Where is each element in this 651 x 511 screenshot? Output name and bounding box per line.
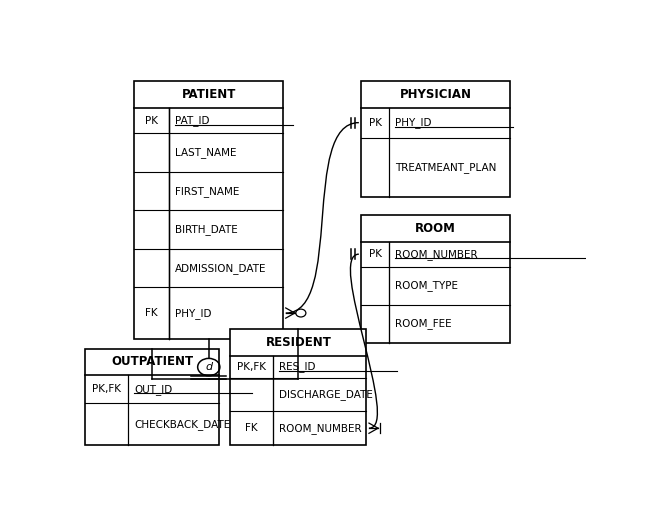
Text: OUTPATIENT: OUTPATIENT	[111, 356, 193, 368]
Bar	[361, 215, 510, 343]
Text: PK,FK: PK,FK	[92, 384, 121, 394]
Text: d: d	[205, 362, 212, 372]
Text: OUT_ID: OUT_ID	[134, 384, 173, 394]
Text: TREATMEANT_PLAN: TREATMEANT_PLAN	[395, 162, 497, 173]
Bar	[230, 329, 367, 445]
Text: PHY_ID: PHY_ID	[174, 308, 211, 318]
Text: FK: FK	[245, 423, 258, 433]
Text: ROOM_NUMBER: ROOM_NUMBER	[395, 249, 478, 260]
Text: LAST_NAME: LAST_NAME	[174, 147, 236, 158]
Text: ROOM_TYPE: ROOM_TYPE	[395, 281, 458, 291]
Text: RESIDENT: RESIDENT	[266, 336, 331, 349]
Text: ROOM_NUMBER: ROOM_NUMBER	[279, 423, 362, 434]
Text: PK: PK	[368, 249, 381, 259]
Text: DISCHARGE_DATE: DISCHARGE_DATE	[279, 389, 373, 400]
Text: PAT_ID: PAT_ID	[174, 115, 209, 126]
Text: ROOM_FEE: ROOM_FEE	[395, 318, 452, 329]
Text: ROOM: ROOM	[415, 222, 456, 235]
Bar	[134, 81, 283, 339]
Text: PHYSICIAN: PHYSICIAN	[400, 88, 472, 101]
Bar	[85, 349, 219, 445]
Text: PK,FK: PK,FK	[237, 362, 266, 372]
Text: FIRST_NAME: FIRST_NAME	[174, 185, 239, 197]
Text: ADMISSION_DATE: ADMISSION_DATE	[174, 263, 266, 273]
Text: PATIENT: PATIENT	[182, 88, 236, 101]
Text: FK: FK	[145, 308, 158, 318]
Text: BIRTH_DATE: BIRTH_DATE	[174, 224, 238, 235]
Bar	[361, 81, 510, 197]
Text: PHY_ID: PHY_ID	[395, 117, 432, 128]
Text: CHECKBACK_DATE: CHECKBACK_DATE	[134, 419, 230, 430]
Text: RES_ID: RES_ID	[279, 361, 316, 372]
Text: PK: PK	[368, 118, 381, 128]
Text: PK: PK	[145, 115, 158, 126]
